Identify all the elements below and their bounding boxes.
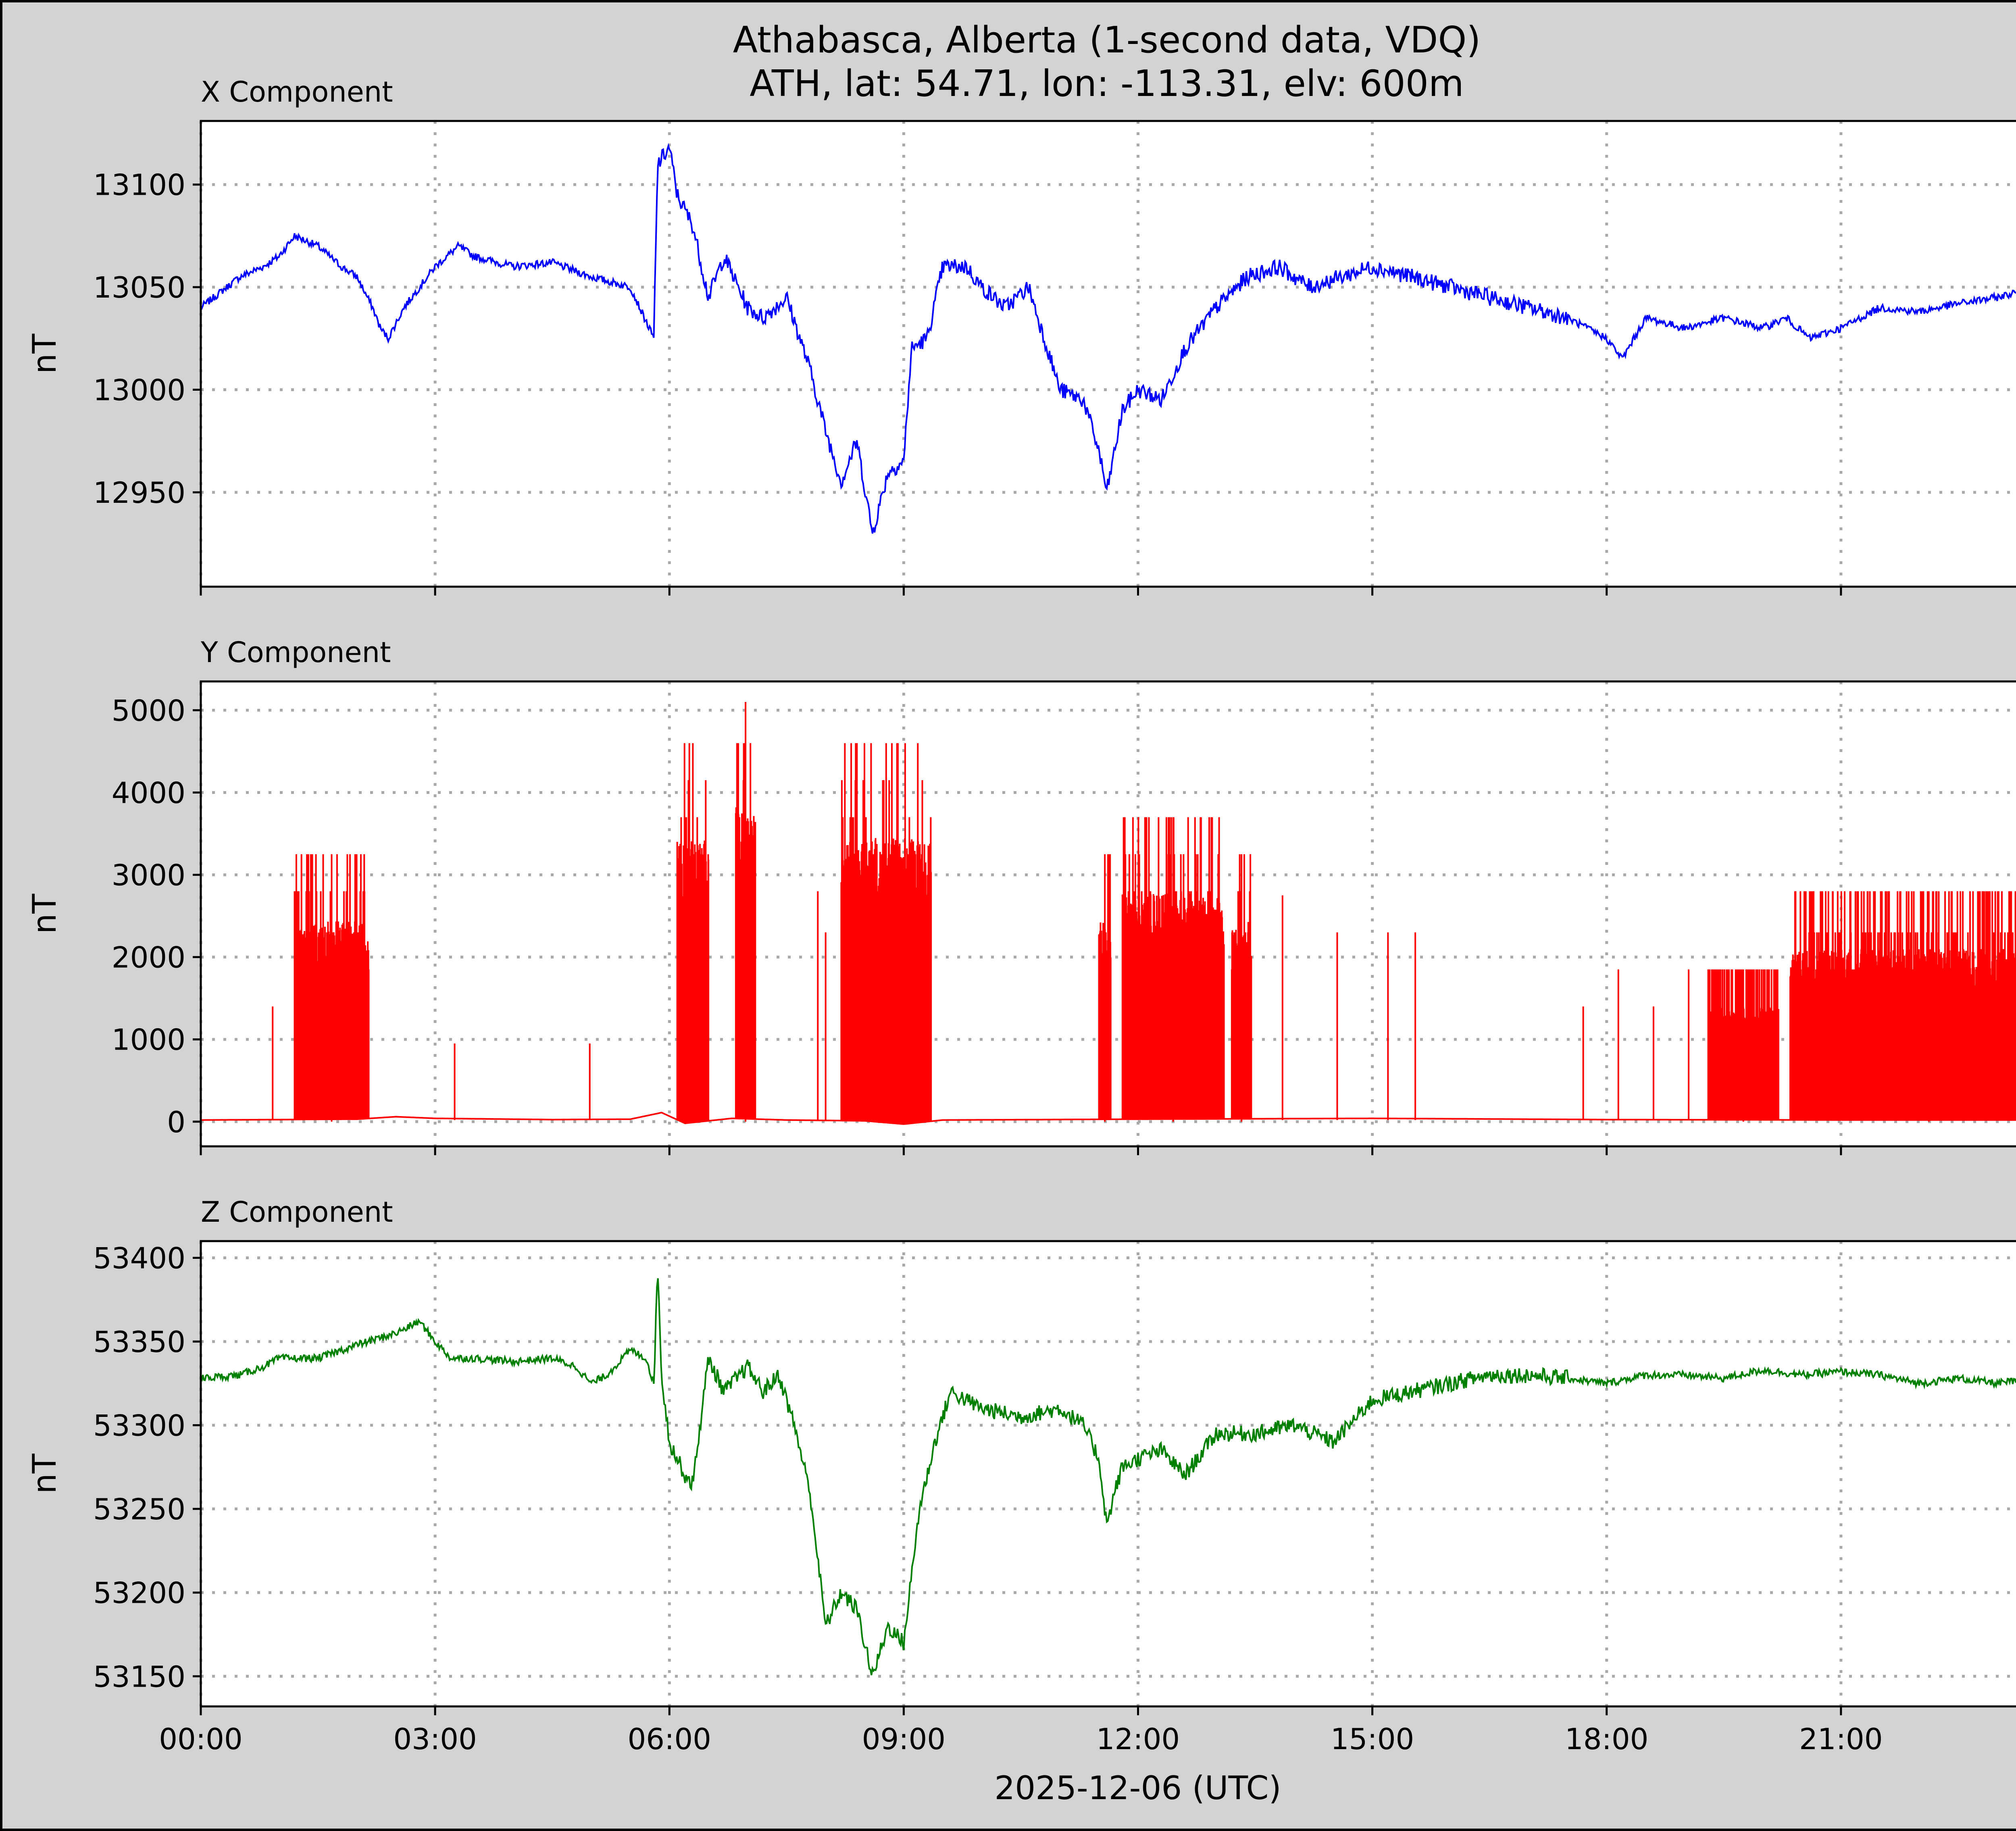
y-component-title: Y Component [200, 636, 391, 669]
z-data-group [201, 1278, 2016, 1675]
x-component-line [201, 143, 2016, 534]
y-spike-burst [1121, 817, 1225, 1122]
y-ytick-label: 5000 [112, 694, 185, 727]
x-data-group [201, 143, 2016, 534]
z-ylabel: nT [26, 1453, 63, 1494]
z-plot-area [201, 1241, 2016, 1706]
y-ytick-label: 1000 [112, 1023, 185, 1057]
y-spike-burst [1707, 969, 1779, 1122]
z-component-title: Z Component [201, 1196, 393, 1229]
x-ylabel: nT [26, 333, 63, 374]
y-ytick-label: 3000 [112, 858, 185, 892]
y-spike-burst [1789, 891, 2016, 1122]
xtick-label: 09:00 [862, 1722, 946, 1756]
z-ytick-label: 53200 [93, 1576, 185, 1610]
y-ytick-label: 2000 [112, 941, 185, 975]
x-ytick-label: 12950 [93, 476, 185, 510]
z-ytick-label: 53300 [93, 1409, 185, 1443]
xtick-label: 06:00 [628, 1722, 712, 1756]
y-data-group [201, 702, 2016, 1125]
y-spike-burst [294, 854, 370, 1122]
xtick-label: 15:00 [1331, 1722, 1414, 1756]
x-ytick-label: 13100 [93, 168, 185, 202]
xtick-label: 00:00 [159, 1722, 243, 1756]
z-component-panel: 53150 53200 53250 53300 53350 53400 00:00 03:00… [26, 1196, 2016, 1756]
x-component-title: X Component [201, 75, 393, 108]
x-plot-area [201, 121, 2016, 587]
xtick-label: 12:00 [1096, 1722, 1180, 1756]
y-ylabel: nT [26, 894, 63, 934]
z-ytick-label: 53400 [93, 1241, 185, 1275]
figure-title-line2: ATH, lat: 54.71, lon: -113.31, elv: 600m [750, 62, 1464, 105]
xtick-label: 18:00 [1565, 1722, 1649, 1756]
z-ytick-label: 53150 [93, 1660, 185, 1694]
y-spike-burst [676, 743, 710, 1123]
x-component-panel: 12950 13000 13050 13100 X Component nT [26, 75, 2016, 596]
y-spike-burst [1098, 854, 1112, 1122]
y-spike-burst [840, 743, 932, 1124]
z-ytick-label: 53350 [93, 1325, 185, 1359]
x-ytick-label: 13000 [93, 373, 185, 407]
figure-title-line1: Athabasca, Alberta (1-second data, VDQ) [733, 19, 1481, 61]
y-component-panel: 0 1000 2000 3000 4000 5000 Y Component nT [26, 636, 2016, 1155]
y-spike-burst [735, 702, 756, 1122]
y-ytick-label: 4000 [112, 776, 185, 810]
y-ytick-label: 0 [167, 1105, 185, 1139]
y-spike-burst [1231, 854, 1252, 1122]
x-ytick-label: 13050 [93, 271, 185, 304]
x-axis-label: 2025-12-06 (UTC) [994, 1769, 1281, 1807]
xtick-label: 21:00 [1799, 1722, 1883, 1756]
z-component-line [201, 1278, 2016, 1675]
xtick-label: 03:00 [393, 1722, 477, 1756]
z-ytick-label: 53250 [93, 1492, 185, 1526]
